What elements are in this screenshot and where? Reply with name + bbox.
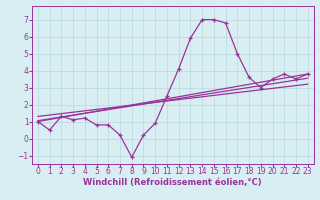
X-axis label: Windchill (Refroidissement éolien,°C): Windchill (Refroidissement éolien,°C) xyxy=(84,178,262,187)
